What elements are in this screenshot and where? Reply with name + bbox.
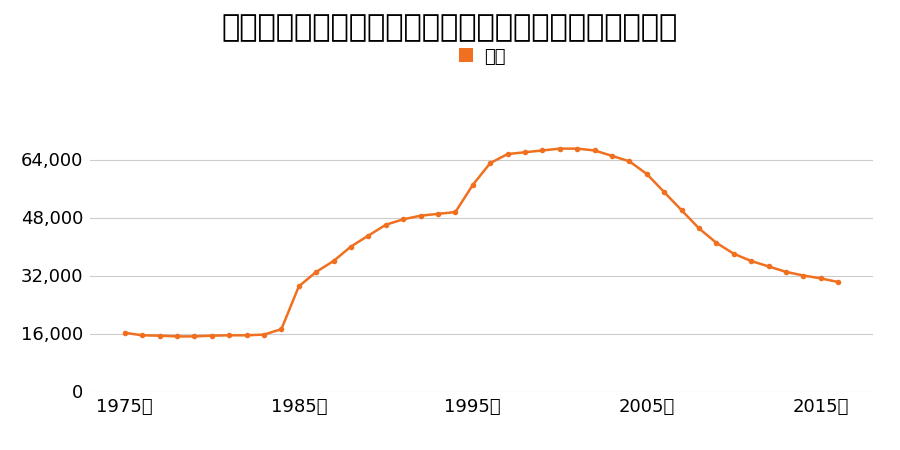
価格 [206,333,217,338]
価格 [572,146,582,151]
価格 [554,146,565,151]
価格 [711,240,722,246]
Legend: 価格: 価格 [450,40,513,73]
価格 [832,279,843,285]
価格 [450,209,461,215]
価格 [398,216,409,222]
価格 [537,148,548,153]
価格 [224,333,235,338]
価格 [485,161,496,166]
価格 [607,153,617,158]
価格 [467,182,478,188]
価格 [241,333,252,338]
価格 [137,333,148,338]
価格 [154,333,165,338]
価格 [728,251,739,256]
価格 [694,226,705,231]
Text: 長野県佐久市大字中込字三ツ家１９０５番１の地価推移: 長野県佐久市大字中込字三ツ家１９０５番１の地価推移 [222,14,678,42]
価格 [519,149,530,155]
価格 [815,276,826,281]
価格 [502,151,513,157]
価格 [381,222,392,227]
価格 [659,189,670,195]
価格 [172,334,183,339]
価格 [328,258,339,264]
価格 [763,264,774,269]
価格 [293,284,304,289]
価格 [258,332,269,338]
価格 [642,171,652,177]
価格 [676,207,687,213]
価格 [363,233,374,238]
価格 [346,244,356,249]
価格 [415,213,426,218]
価格 [433,211,444,216]
価格 [590,148,600,153]
価格 [189,334,200,339]
価格 [798,273,809,278]
Line: 価格: 価格 [122,146,841,339]
価格 [120,330,130,336]
価格 [746,258,757,264]
価格 [624,158,634,164]
価格 [310,269,321,274]
価格 [276,326,287,332]
価格 [780,269,791,274]
